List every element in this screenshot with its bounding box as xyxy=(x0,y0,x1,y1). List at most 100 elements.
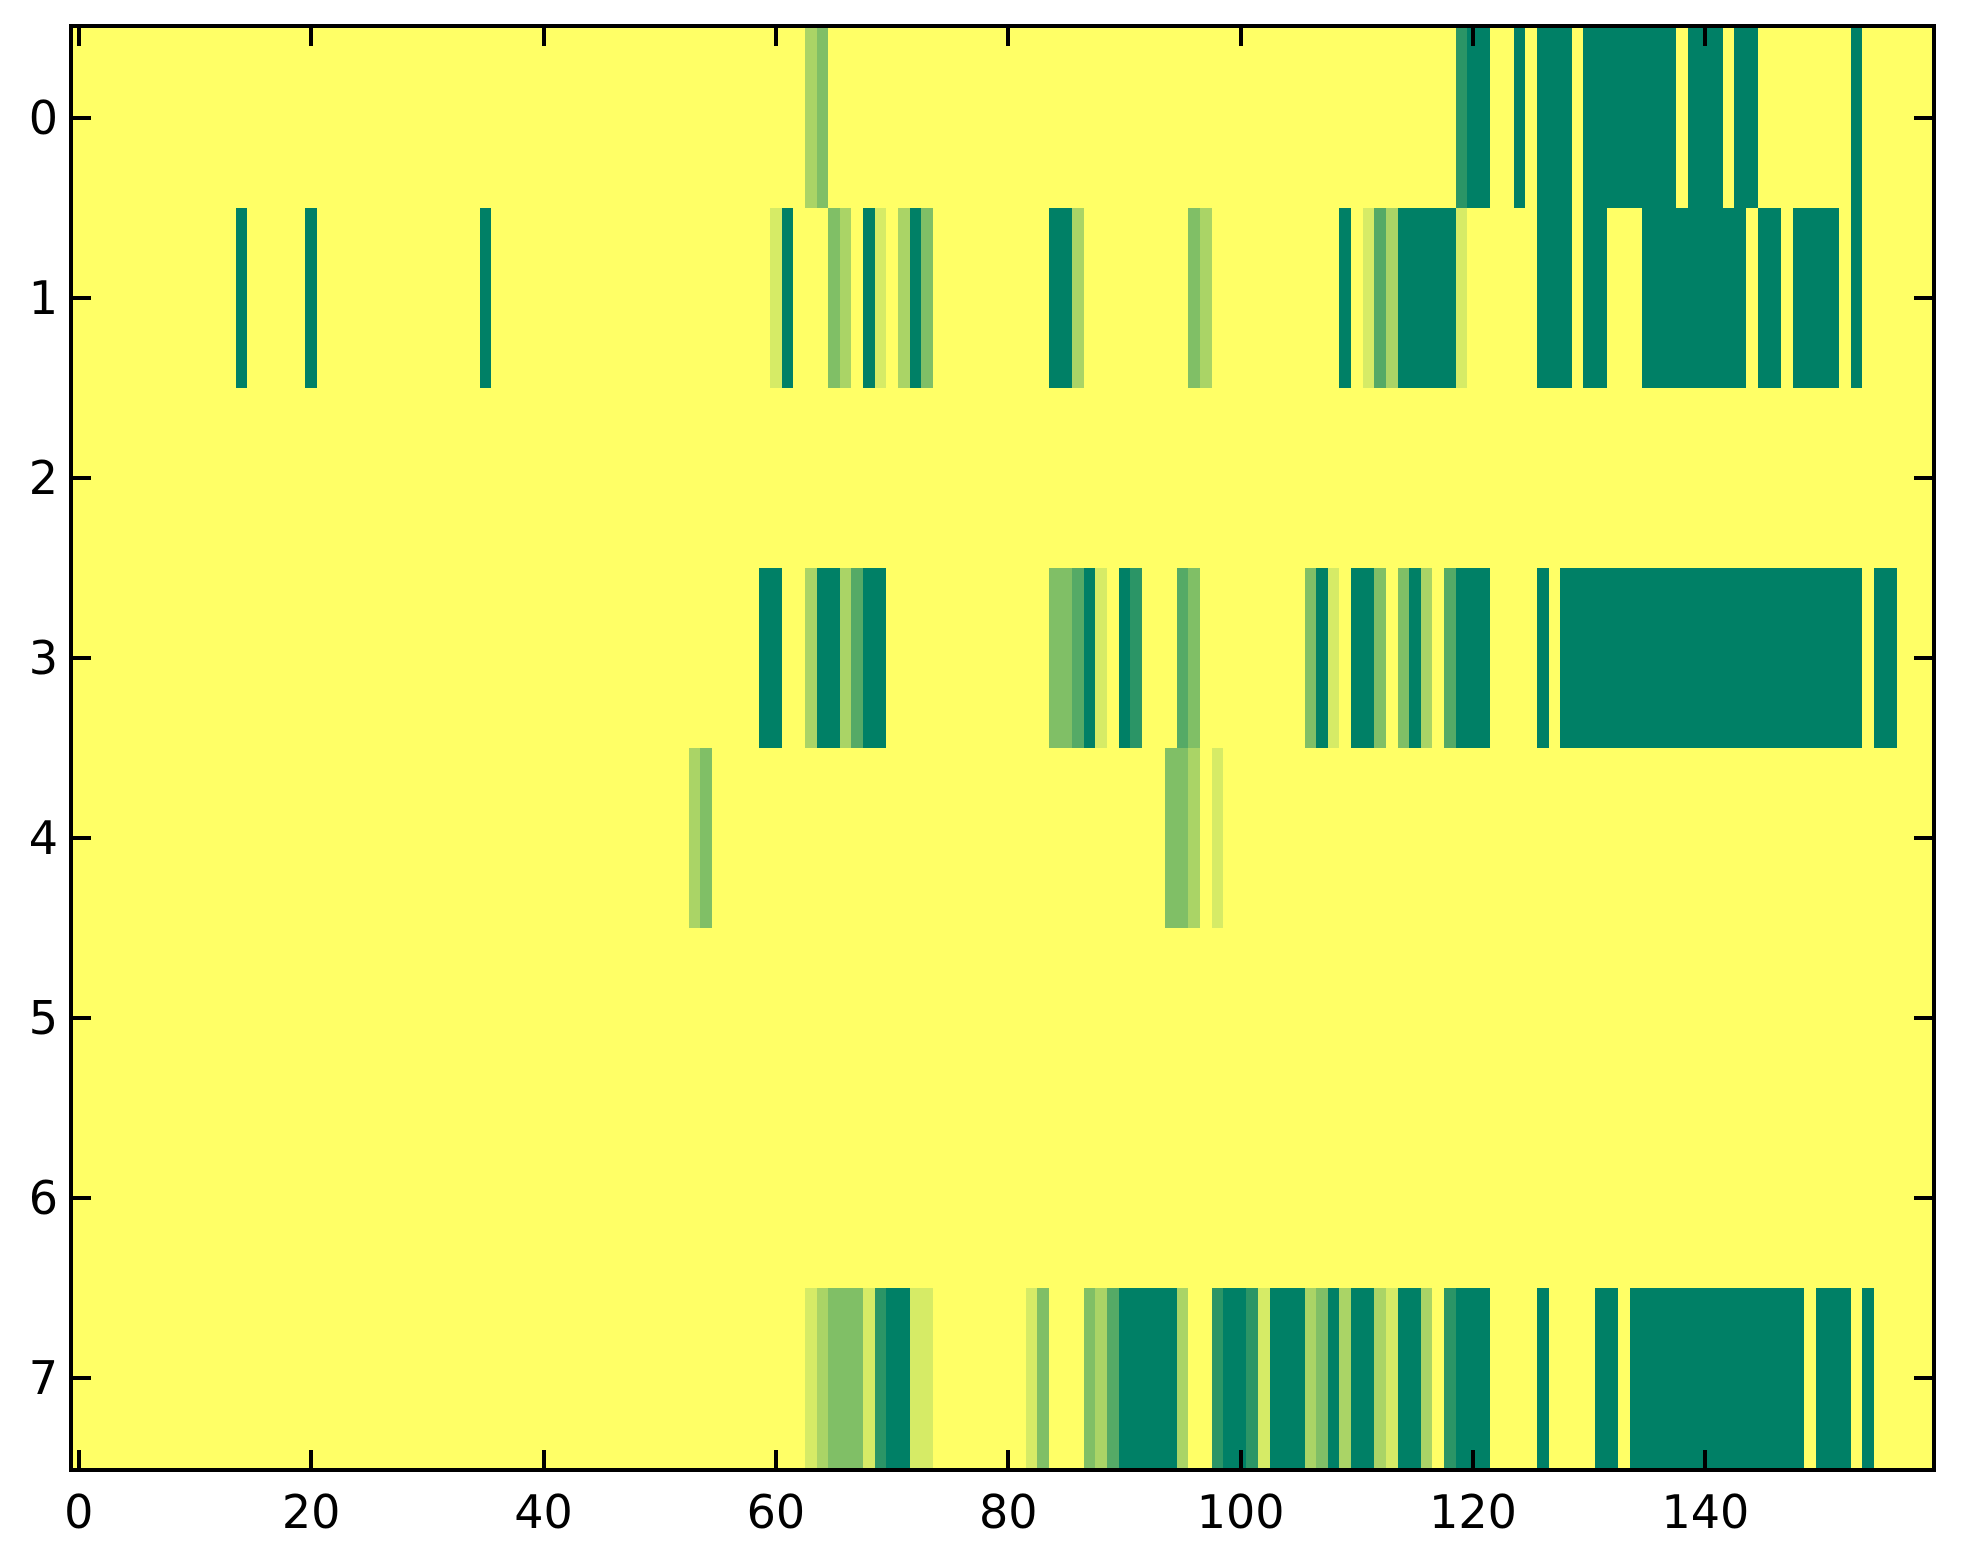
x-tick-label: 120 xyxy=(1429,1485,1517,1539)
heatmap-segment-row3 xyxy=(1176,568,1189,748)
heatmap-segment-row1 xyxy=(828,208,840,388)
heatmap-segment-row7 xyxy=(1176,1288,1189,1468)
heatmap-segment-row3 xyxy=(1351,568,1375,748)
heatmap-segment-row1 xyxy=(839,208,852,388)
heatmap-segment-row1 xyxy=(305,208,317,388)
heatmap-segment-row3 xyxy=(1536,568,1549,748)
y-tick-label: 5 xyxy=(28,991,58,1045)
y-tick-left xyxy=(73,656,91,660)
x-tick-bottom xyxy=(76,1450,81,1468)
x-tick-top xyxy=(1006,28,1011,46)
heatmap-segment-row7 xyxy=(1629,1288,1805,1468)
y-tick-right xyxy=(1914,116,1932,120)
heatmap-segment-row3 xyxy=(1188,568,1200,748)
heatmap-segment-row3 xyxy=(758,568,782,748)
heatmap-segment-row1 xyxy=(874,208,887,388)
heatmap-segment-row7 xyxy=(1083,1288,1096,1468)
heatmap-segment-row3 xyxy=(1304,568,1317,748)
heatmap-segment-row3 xyxy=(839,568,852,748)
heatmap-segment-row4 xyxy=(688,748,701,928)
plot-area xyxy=(73,28,1932,1468)
heatmap-segment-row3 xyxy=(1374,568,1386,748)
heatmap-segment-row3 xyxy=(1072,568,1084,748)
heatmap-segment-row1 xyxy=(1385,208,1398,388)
heatmap-segment-row1 xyxy=(1362,208,1375,388)
heatmap-segment-row3 xyxy=(1327,568,1340,748)
heatmap-segment-row7 xyxy=(1211,1288,1224,1468)
heatmap-segment-row7 xyxy=(1025,1288,1038,1468)
y-tick-label: 2 xyxy=(28,451,58,505)
heatmap-segment-row7 xyxy=(1374,1288,1386,1468)
heatmap-segment-row7 xyxy=(804,1288,817,1468)
heatmap-segment-row1 xyxy=(1641,208,1747,388)
x-tick-label: 40 xyxy=(514,1485,573,1539)
heatmap-segment-row3 xyxy=(1048,568,1073,748)
y-tick-left xyxy=(73,116,91,120)
x-tick-label: 80 xyxy=(979,1485,1038,1539)
heatmap-segment-row3 xyxy=(1420,568,1433,748)
heatmap-segment-row1 xyxy=(897,208,910,388)
heatmap-segment-row7 xyxy=(863,1288,875,1468)
heatmap-segment-row0 xyxy=(1455,28,1468,208)
x-tick-label: 20 xyxy=(281,1485,341,1539)
heatmap-segment-row1 xyxy=(1757,208,1781,388)
y-tick-label: 1 xyxy=(28,271,58,325)
heatmap-segment-row0 xyxy=(1467,28,1491,208)
heatmap-segment-row1 xyxy=(1792,208,1840,388)
heatmap-segment-row7 xyxy=(1595,1288,1619,1468)
heatmap-segment-row4 xyxy=(1211,748,1224,928)
heatmap-segment-row3 xyxy=(1118,568,1131,748)
y-tick-label: 4 xyxy=(28,811,58,865)
heatmap-segment-row7 xyxy=(1351,1288,1375,1468)
heatmap-segment-row1 xyxy=(1583,208,1607,388)
heatmap-segment-row7 xyxy=(816,1288,829,1468)
x-tick-top xyxy=(1471,28,1476,46)
heatmap-segment-row1 xyxy=(1188,208,1200,388)
heatmap-segment-row7 xyxy=(1455,1288,1491,1468)
x-tick-bottom xyxy=(1238,1450,1243,1468)
y-tick-right xyxy=(1914,296,1932,300)
heatmap-segment-row7 xyxy=(1269,1288,1305,1468)
x-tick-label: 140 xyxy=(1661,1485,1750,1539)
heatmap-segment-row4 xyxy=(1188,748,1200,928)
heatmap-segment-row3 xyxy=(1444,568,1456,748)
heatmap-segment-row1 xyxy=(479,208,492,388)
heatmap-segment-row7 xyxy=(886,1288,910,1468)
heatmap-segment-row0 xyxy=(1583,28,1677,208)
heatmap-segment-row4 xyxy=(700,748,713,928)
heatmap-segment-row7 xyxy=(909,1288,933,1468)
y-tick-right xyxy=(1914,656,1932,660)
heatmap-segment-row1 xyxy=(770,208,782,388)
y-tick-right xyxy=(1914,1376,1932,1380)
heatmap-segment-row1 xyxy=(1455,208,1468,388)
y-tick-right xyxy=(1914,836,1932,840)
heatmap-segment-row3 xyxy=(863,568,887,748)
heatmap-segment-row7 xyxy=(1536,1288,1549,1468)
heatmap-segment-row7 xyxy=(1118,1288,1177,1468)
heatmap-segment-row7 xyxy=(874,1288,887,1468)
heatmap-segment-row3 xyxy=(1409,568,1421,748)
x-tick-top xyxy=(76,28,81,46)
heatmap-segment-row1 xyxy=(781,208,794,388)
y-tick-right xyxy=(1914,476,1932,480)
y-tick-label: 0 xyxy=(28,91,58,145)
y-tick-label: 3 xyxy=(28,631,58,685)
heatmap-segment-row1 xyxy=(235,208,248,388)
y-tick-label: 6 xyxy=(28,1171,58,1225)
heatmap-segment-row7 xyxy=(1815,1288,1851,1468)
heatmap-segment-row3 xyxy=(1083,568,1096,748)
heatmap-segment-row7 xyxy=(1420,1288,1433,1468)
y-tick-left xyxy=(73,1196,91,1200)
x-tick-bottom xyxy=(1006,1450,1011,1468)
heatmap-segment-row3 xyxy=(804,568,817,748)
heatmap-segment-row7 xyxy=(1223,1288,1247,1468)
heatmap-segment-row1 xyxy=(863,208,875,388)
x-tick-top xyxy=(773,28,778,46)
y-tick-right xyxy=(1914,1196,1932,1200)
heatmap-segment-row0 xyxy=(1513,28,1526,208)
heatmap-segment-row7 xyxy=(1107,1288,1119,1468)
x-tick-bottom xyxy=(1471,1450,1476,1468)
heatmap-segment-row0 xyxy=(804,28,817,208)
heatmap-segment-row1 xyxy=(1339,208,1352,388)
